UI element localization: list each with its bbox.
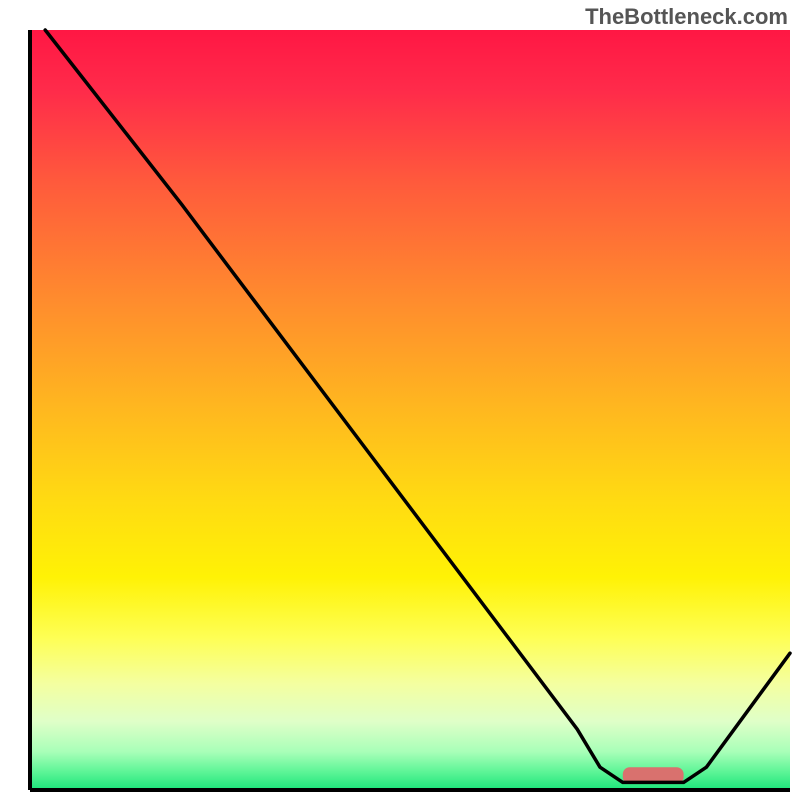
bottleneck-chart: [0, 0, 800, 800]
plot-background: [30, 30, 790, 790]
watermark-text: TheBottleneck.com: [585, 4, 788, 30]
chart-container: TheBottleneck.com: [0, 0, 800, 800]
